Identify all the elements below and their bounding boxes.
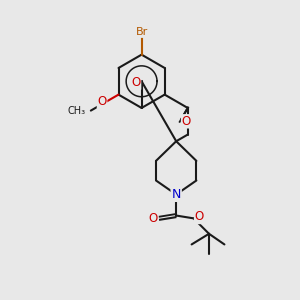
Text: O: O [148,212,158,225]
Text: O: O [182,115,191,128]
Text: O: O [98,95,107,108]
Text: Br: Br [136,27,148,37]
Text: CH₃: CH₃ [68,106,86,116]
Text: O: O [131,76,141,89]
Text: N: N [172,188,181,201]
Text: O: O [195,211,204,224]
